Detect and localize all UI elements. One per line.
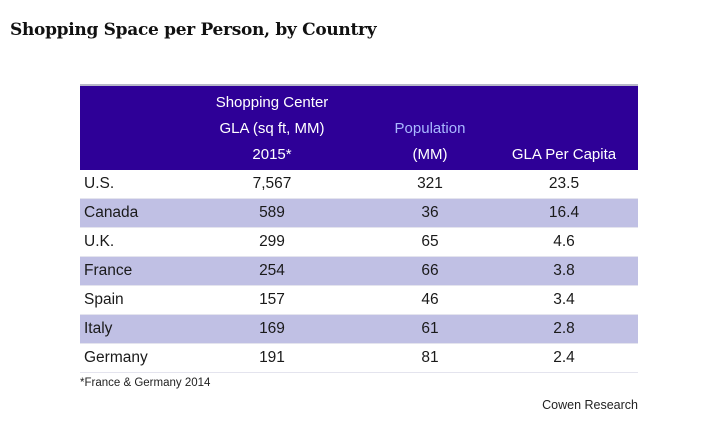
header-population: Population (MM) bbox=[370, 116, 490, 168]
header-population-line1: Population bbox=[394, 120, 466, 137]
table-row: Germany 191 81 2.4 bbox=[80, 344, 638, 373]
footnote: *France & Germany 2014 bbox=[80, 377, 211, 389]
cell-population: 61 bbox=[421, 320, 439, 337]
cell-population: 66 bbox=[421, 262, 439, 279]
cell-per-capita: 2.8 bbox=[553, 320, 575, 337]
cell-gla: 157 bbox=[259, 291, 285, 308]
cell-gla: 299 bbox=[259, 233, 285, 250]
cell-country: U.S. bbox=[84, 175, 115, 192]
table-row: Spain 157 46 3.4 bbox=[80, 286, 638, 315]
cell-per-capita: 16.4 bbox=[548, 204, 580, 221]
cell-population: 46 bbox=[421, 291, 439, 308]
table-body: U.S. 7,567 321 23.5 Canada 589 36 16.4 U.K. 299 65… bbox=[80, 170, 638, 373]
data-table: Shopping Center GLA (sq ft, MM) 2015* Po… bbox=[80, 84, 638, 373]
page-title: Shopping Space per Person, by Country bbox=[10, 20, 377, 40]
cell-population: 81 bbox=[421, 349, 439, 366]
cell-gla: 7,567 bbox=[252, 175, 292, 192]
cell-country: Italy bbox=[84, 320, 113, 337]
cell-per-capita: 4.6 bbox=[553, 233, 575, 250]
header-gla-line2: GLA (sq ft, MM) bbox=[219, 120, 325, 137]
table-row: U.S. 7,567 321 23.5 bbox=[80, 170, 638, 199]
cell-gla: 191 bbox=[259, 349, 285, 366]
cell-country: Canada bbox=[84, 204, 139, 221]
table-row: France 254 66 3.8 bbox=[80, 257, 638, 286]
header-gla: Shopping Center GLA (sq ft, MM) 2015* bbox=[192, 90, 352, 168]
cell-population: 36 bbox=[421, 204, 439, 221]
cell-per-capita: 3.8 bbox=[553, 262, 575, 279]
cell-country: Spain bbox=[84, 291, 124, 308]
header-gla-line1: Shopping Center bbox=[215, 94, 329, 111]
cell-gla: 169 bbox=[259, 320, 285, 337]
cell-population: 321 bbox=[417, 175, 443, 192]
cell-country: France bbox=[84, 262, 133, 279]
cell-per-capita: 23.5 bbox=[548, 175, 580, 192]
table-row: U.K. 299 65 4.6 bbox=[80, 228, 638, 257]
cell-country: Germany bbox=[84, 349, 148, 366]
source-credit: Cowen Research bbox=[542, 398, 638, 412]
header-per-capita: GLA Per Capita bbox=[511, 146, 617, 163]
cell-gla: 254 bbox=[259, 262, 285, 279]
cell-gla: 589 bbox=[259, 204, 285, 221]
table-header: Shopping Center GLA (sq ft, MM) 2015* Po… bbox=[80, 86, 638, 170]
table-row: Canada 589 36 16.4 bbox=[80, 199, 638, 228]
cell-per-capita: 3.4 bbox=[553, 291, 575, 308]
table-row: Italy 169 61 2.8 bbox=[80, 315, 638, 344]
header-population-line2: (MM) bbox=[412, 146, 448, 163]
header-gla-line3: 2015* bbox=[252, 146, 292, 163]
cell-per-capita: 2.4 bbox=[553, 349, 575, 366]
cell-population: 65 bbox=[421, 233, 439, 250]
cell-country: U.K. bbox=[84, 233, 115, 250]
